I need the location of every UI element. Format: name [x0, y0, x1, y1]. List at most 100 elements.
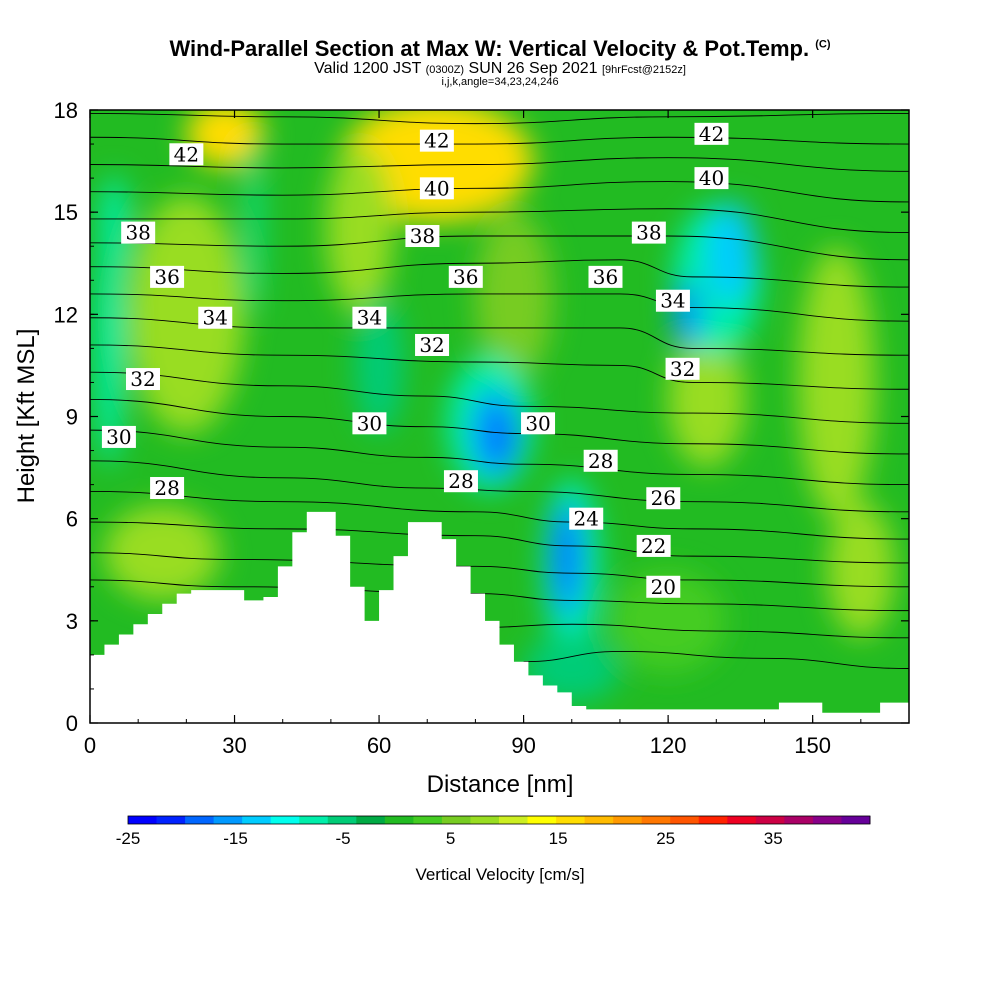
colorbar-swatch-12 — [470, 816, 500, 824]
contour-label-13: 34 — [660, 289, 685, 313]
colorbar-title: Vertical Velocity [cm/s] — [415, 865, 584, 884]
isentrope-9 — [90, 344, 909, 390]
contour-label-7: 38 — [636, 221, 661, 245]
colorbar-tick-3: 5 — [446, 829, 455, 848]
w-region-17 — [492, 409, 517, 465]
colorbar-swatch-15 — [556, 816, 586, 824]
w-region-22 — [706, 201, 755, 305]
contour-label-3: 40 — [424, 176, 449, 200]
grid-info: i,j,k,angle=34,23,24,246 — [441, 76, 559, 88]
contour-label-box-11 — [198, 306, 233, 329]
w-region-4 — [326, 144, 394, 315]
contour-label-25: 22 — [641, 534, 666, 558]
colorbar-swatch-0 — [128, 816, 158, 824]
contour-label-box-16 — [665, 357, 700, 380]
contour-label-15: 32 — [419, 333, 444, 357]
colorbar-swatch-9 — [384, 816, 414, 824]
colorbar-tick-1: -15 — [223, 829, 248, 848]
forecast-info: [9hrFcst@2152z] — [601, 64, 686, 76]
colorbar-tick-5: 25 — [656, 829, 675, 848]
isentrope-4 — [90, 208, 909, 234]
contour-label-box-2 — [694, 122, 729, 145]
contour-label-box-18 — [352, 412, 387, 435]
valid-prefix: Valid 1200 JST — [314, 60, 422, 77]
colorbar-swatch-10 — [413, 816, 443, 824]
colorbar-swatch-1 — [156, 816, 186, 824]
isentrope-14 — [90, 490, 909, 540]
contour-label-box-20 — [150, 477, 185, 500]
colorbar-swatch-14 — [527, 816, 557, 824]
x-tick-3: 90 — [511, 733, 535, 758]
contour-label-box-19 — [521, 412, 556, 435]
isentrope-18 — [475, 623, 909, 639]
contour-label-8: 36 — [154, 265, 179, 289]
terrain — [90, 511, 909, 723]
colorbar-swatch-18 — [641, 816, 671, 824]
isentrope-12 — [90, 429, 909, 486]
colorbar-swatch-11 — [441, 816, 471, 824]
x-tick-0: 0 — [84, 733, 96, 758]
isentrope-7 — [90, 293, 909, 322]
colorbar-swatch-8 — [356, 816, 386, 824]
contour-label-box-24 — [569, 507, 604, 530]
w-region-2 — [186, 110, 264, 168]
isentrope-0 — [90, 112, 909, 125]
w-region-13 — [247, 144, 261, 315]
valid-date: SUN 26 Sep 2021 — [468, 60, 598, 77]
contour-label-4: 40 — [699, 166, 724, 190]
contour-label-16: 32 — [670, 357, 695, 381]
contour-label-box-23 — [646, 487, 681, 510]
copyright-mark: (C) — [815, 38, 831, 51]
w-region-6 — [798, 246, 876, 519]
isentrope-1 — [90, 136, 909, 145]
contour-label-box-22 — [583, 449, 618, 472]
w-region-12 — [99, 174, 129, 284]
contour-label-2: 42 — [699, 122, 724, 146]
colorbar-swatch-20 — [698, 816, 728, 824]
contour-label-23: 26 — [651, 486, 676, 510]
contour-label-17: 30 — [106, 425, 131, 449]
valid-time-line: Valid 1200 JST (0300Z) SUN 26 Sep 2021 [… — [0, 60, 1000, 78]
colorbar-swatch-3 — [213, 816, 243, 824]
contour-label-1: 42 — [424, 129, 449, 153]
colorbar-swatch-2 — [185, 816, 215, 824]
contour-label-18: 30 — [357, 411, 382, 435]
contour-label-12: 34 — [357, 306, 382, 330]
colorbar-tick-6: 35 — [764, 829, 783, 848]
isentrope-6 — [90, 259, 909, 288]
colorbar-tick-0: -25 — [116, 829, 141, 848]
contour-label-20: 28 — [154, 476, 179, 500]
contour-label-box-13 — [655, 289, 690, 312]
chart-title: Wind-Parallel Section at Max W: Vertical… — [0, 36, 1000, 62]
pot-temp-contours — [90, 112, 909, 669]
isentrope-8 — [90, 317, 909, 356]
contour-label-box-17 — [101, 425, 136, 448]
y-axis-label: Height [Kft MSL] — [13, 329, 40, 504]
y-tick-2: 6 — [66, 507, 78, 532]
colorbar-tick-4: 15 — [549, 829, 568, 848]
contour-label-box-12 — [352, 306, 387, 329]
x-tick-1: 30 — [222, 733, 246, 758]
contour-label-box-5 — [121, 221, 156, 244]
contour-label-box-6 — [405, 225, 440, 248]
isentrope-10 — [90, 371, 909, 424]
contour-label-11: 34 — [203, 306, 228, 330]
contour-label-box-26 — [646, 575, 681, 598]
colorbar-swatch-6 — [299, 816, 329, 824]
colorbar-swatch-25 — [841, 816, 871, 824]
colorbar-swatch-13 — [499, 816, 529, 824]
contour-label-box-8 — [150, 265, 185, 288]
x-axis-label: Distance [nm] — [427, 771, 574, 798]
contour-label-box-9 — [448, 265, 483, 288]
colorbar-swatch-5 — [270, 816, 300, 824]
contour-label-22: 28 — [588, 449, 613, 473]
contour-label-box-7 — [631, 221, 666, 244]
colorbar-swatch-7 — [327, 816, 357, 824]
colorbar-swatch-16 — [584, 816, 614, 824]
x-tick-2: 60 — [367, 733, 391, 758]
y-tick-1: 3 — [66, 609, 78, 634]
y-tick-3: 9 — [66, 405, 78, 430]
w-region-9 — [827, 501, 895, 638]
